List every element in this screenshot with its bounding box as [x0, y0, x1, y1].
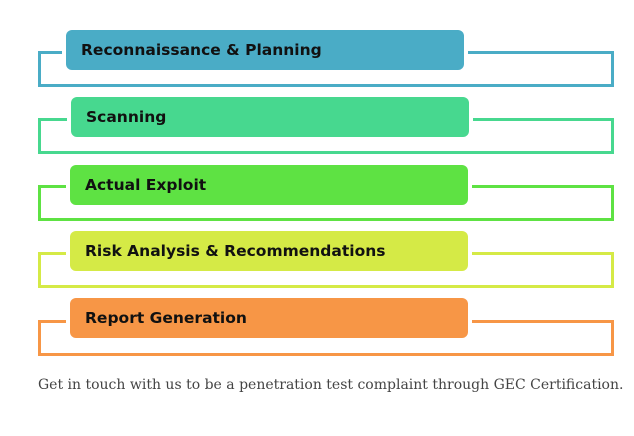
- step-label: Actual Exploit: [85, 176, 207, 194]
- step-label-box: Actual Exploit: [70, 165, 468, 205]
- step-label-box: Risk Analysis & Recommendations: [70, 231, 468, 271]
- step-label: Risk Analysis & Recommendations: [85, 242, 386, 260]
- footer-text: Get in touch with us to be a penetration…: [38, 377, 624, 393]
- step-label-box: Report Generation: [70, 298, 468, 338]
- step-label-box: Reconnaissance & Planning: [66, 30, 464, 70]
- step-label: Reconnaissance & Planning: [81, 41, 322, 59]
- step-label: Report Generation: [85, 309, 247, 327]
- step-label-box: Scanning: [71, 97, 469, 137]
- step-label: Scanning: [86, 108, 167, 126]
